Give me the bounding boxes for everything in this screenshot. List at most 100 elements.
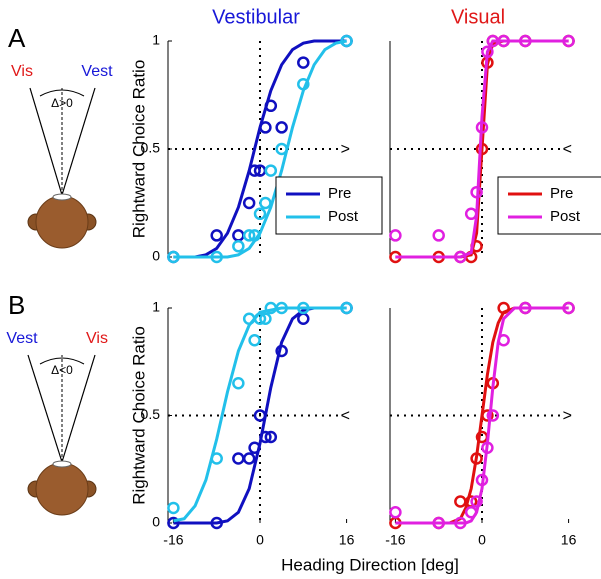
legend-box xyxy=(275,176,383,235)
y-tick-label: 0 xyxy=(152,514,160,530)
head-diagram-b xyxy=(27,354,97,516)
data-point xyxy=(475,473,489,487)
data-point xyxy=(297,301,310,315)
cue-label: Vest xyxy=(6,330,38,347)
data-point xyxy=(259,121,272,134)
data-point xyxy=(297,56,310,69)
data-point xyxy=(248,334,261,347)
data-point xyxy=(454,250,467,264)
y-axis-label: Rightward Choice Ratio xyxy=(129,326,148,505)
data-point xyxy=(432,229,445,242)
data-point xyxy=(297,77,310,91)
data-point xyxy=(389,229,402,242)
data-point xyxy=(232,229,245,242)
data-point xyxy=(562,301,575,315)
legend-label: Pre xyxy=(328,185,351,202)
y-tick-label: 0.5 xyxy=(141,140,161,156)
fit-curve xyxy=(173,306,347,523)
data-point xyxy=(464,207,478,221)
panel-label: B xyxy=(8,290,25,320)
x-tick-label: 16 xyxy=(339,532,355,548)
delta-label: Δ>0 xyxy=(51,96,73,110)
data-point xyxy=(454,516,467,530)
cue-label: Vest xyxy=(81,63,113,80)
data-point xyxy=(264,430,278,444)
data-point xyxy=(497,334,510,347)
data-point xyxy=(232,239,245,253)
head-diagram-a xyxy=(27,87,97,249)
panel-label: A xyxy=(8,23,26,53)
data-point xyxy=(167,516,180,530)
data-point xyxy=(486,409,500,422)
data-point xyxy=(464,506,478,519)
data-point xyxy=(519,301,532,315)
data-point xyxy=(210,250,223,264)
y-tick-label: 1 xyxy=(152,299,160,315)
data-point xyxy=(389,506,402,519)
data-point xyxy=(481,45,494,59)
data-point xyxy=(470,452,483,465)
x-tick-label: 0 xyxy=(256,532,264,548)
data-point xyxy=(481,441,494,454)
data-point xyxy=(264,99,278,113)
data-point xyxy=(562,34,575,48)
fit-curve xyxy=(395,306,569,525)
y-tick-label: 0 xyxy=(152,248,160,264)
legend-label: Post xyxy=(328,208,359,225)
data-point xyxy=(167,501,180,515)
x-tick-label: 0 xyxy=(478,532,486,548)
reference-marker: > xyxy=(563,408,572,425)
data-point xyxy=(264,164,278,177)
data-point xyxy=(470,185,483,199)
data-point xyxy=(297,312,310,325)
reference-marker: < xyxy=(341,408,350,425)
reference-marker: < xyxy=(563,141,572,158)
data-point xyxy=(497,34,510,48)
data-point xyxy=(248,229,261,242)
data-point xyxy=(432,516,445,530)
legend-label: Post xyxy=(550,208,581,225)
legend-label: Pre xyxy=(550,185,573,202)
data-point xyxy=(253,207,267,221)
data-point xyxy=(167,250,180,264)
data-point xyxy=(275,344,288,358)
y-tick-label: 0.5 xyxy=(141,406,161,422)
reference-marker: > xyxy=(341,141,350,158)
legend-box xyxy=(497,176,601,235)
cue-label: Vis xyxy=(86,330,108,347)
data-point xyxy=(210,452,223,465)
y-tick-label: 1 xyxy=(152,32,160,48)
cue-label: Vis xyxy=(11,63,33,80)
data-point xyxy=(497,301,510,315)
data-point xyxy=(475,121,489,134)
data-point xyxy=(242,196,256,210)
data-point xyxy=(340,301,353,315)
delta-label: Δ<0 xyxy=(51,363,73,377)
data-point xyxy=(248,164,261,177)
data-point xyxy=(275,301,288,315)
chart-title: Visual xyxy=(451,6,505,28)
data-point xyxy=(259,312,272,325)
data-point xyxy=(519,34,532,48)
data-point xyxy=(210,229,223,242)
data-point xyxy=(232,377,245,390)
x-tick-label: -16 xyxy=(385,532,405,548)
data-point xyxy=(242,229,256,242)
x-tick-label: -16 xyxy=(163,532,183,548)
data-point xyxy=(340,34,353,48)
data-point xyxy=(232,452,245,465)
data-point xyxy=(253,409,267,422)
data-point xyxy=(275,121,288,134)
data-point xyxy=(259,196,272,210)
data-point xyxy=(275,142,288,156)
data-point xyxy=(470,495,483,508)
data-point xyxy=(481,409,494,422)
data-point xyxy=(259,430,272,444)
data-point xyxy=(454,495,467,508)
x-axis-label: Heading Direction [deg] xyxy=(281,555,459,574)
y-axis-label: Rightward Choice Ratio xyxy=(129,60,148,239)
x-tick-label: 16 xyxy=(561,532,577,548)
data-point xyxy=(210,516,223,530)
data-point xyxy=(248,441,261,454)
